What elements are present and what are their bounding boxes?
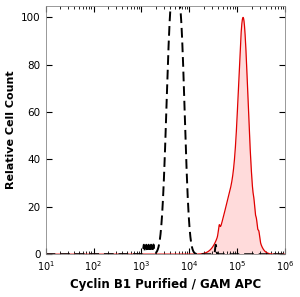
Y-axis label: Relative Cell Count: Relative Cell Count (6, 71, 16, 189)
X-axis label: Cyclin B1 Purified / GAM APC: Cyclin B1 Purified / GAM APC (70, 279, 261, 291)
